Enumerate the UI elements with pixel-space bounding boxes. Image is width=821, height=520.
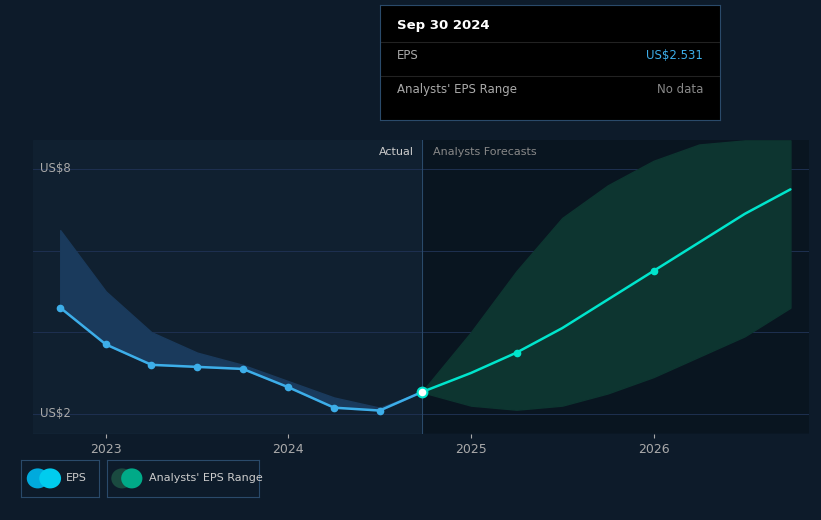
Text: US$8: US$8 [40,162,71,175]
Text: Analysts Forecasts: Analysts Forecasts [433,147,536,157]
Text: EPS: EPS [66,473,87,484]
Ellipse shape [112,469,132,488]
Ellipse shape [39,469,61,488]
Text: EPS: EPS [397,49,419,62]
Bar [422,140,809,434]
Bar [33,140,422,434]
Text: Analysts' EPS Range: Analysts' EPS Range [149,473,263,484]
Ellipse shape [27,469,48,488]
Text: Analysts' EPS Range: Analysts' EPS Range [397,83,517,96]
Text: Sep 30 2024: Sep 30 2024 [397,19,489,32]
Text: No data: No data [657,83,703,96]
Ellipse shape [122,469,142,488]
Text: Actual: Actual [379,147,415,157]
Text: US$2.531: US$2.531 [646,49,703,62]
Text: US$2: US$2 [40,407,71,420]
